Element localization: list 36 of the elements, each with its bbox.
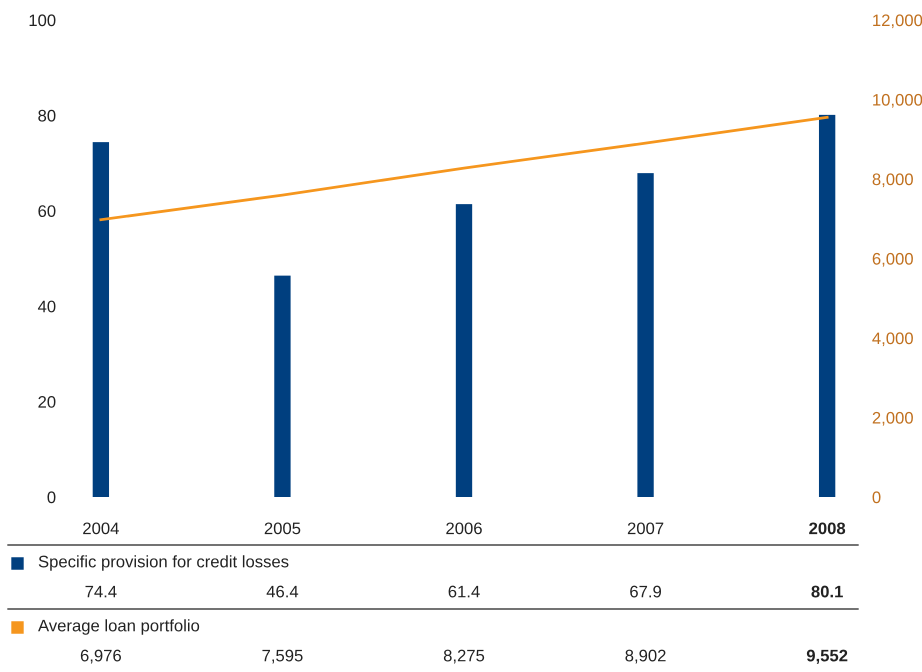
y-tick-label: 0 [47,491,56,504]
data-label: 46.4 [266,586,298,598]
y-tick-label: 60 [38,205,56,218]
line-series [99,116,829,222]
legend-label: Specific provision for credit losses [38,555,288,571]
x-tick-label: 2006 [446,522,482,534]
y2-tick-label: 6,000 [872,252,913,267]
x-tick-label: 2007 [628,522,664,534]
y2-tick-label: 12,000 [873,14,922,28]
y2-tick-label: 10,000 [873,94,922,108]
data-label: 6,976 [80,650,121,664]
data-label: 80.1 [811,586,843,598]
bar [92,142,110,497]
data-label: 9,552 [806,650,848,664]
y2-tick-label: 2,000 [872,412,913,426]
data-label: 8,902 [625,650,666,664]
data-label: 74.4 [86,586,117,598]
y-tick-label: 20 [38,396,56,408]
bar [637,173,654,497]
y2-tick-label: 8,000 [872,173,913,188]
data-label: 7,595 [262,650,303,664]
x-tick-label: 2004 [83,522,119,534]
x-tick-label: 2005 [264,522,300,534]
y2-tick-label: 0 [872,491,881,504]
data-label: 8,275 [444,650,484,664]
data-label: 61.4 [448,586,480,598]
bar [274,276,291,497]
y-tick-label: 40 [38,300,56,312]
bar [818,114,836,497]
x-tick-label: 2008 [809,522,846,534]
bar [456,204,472,497]
data-label: 67.9 [630,586,661,598]
legend-label: Average loan portfolio [38,619,200,635]
y-tick-label: 100 [30,14,56,26]
y-tick-label: 80 [38,110,56,122]
y2-tick-label: 4,000 [872,332,913,346]
